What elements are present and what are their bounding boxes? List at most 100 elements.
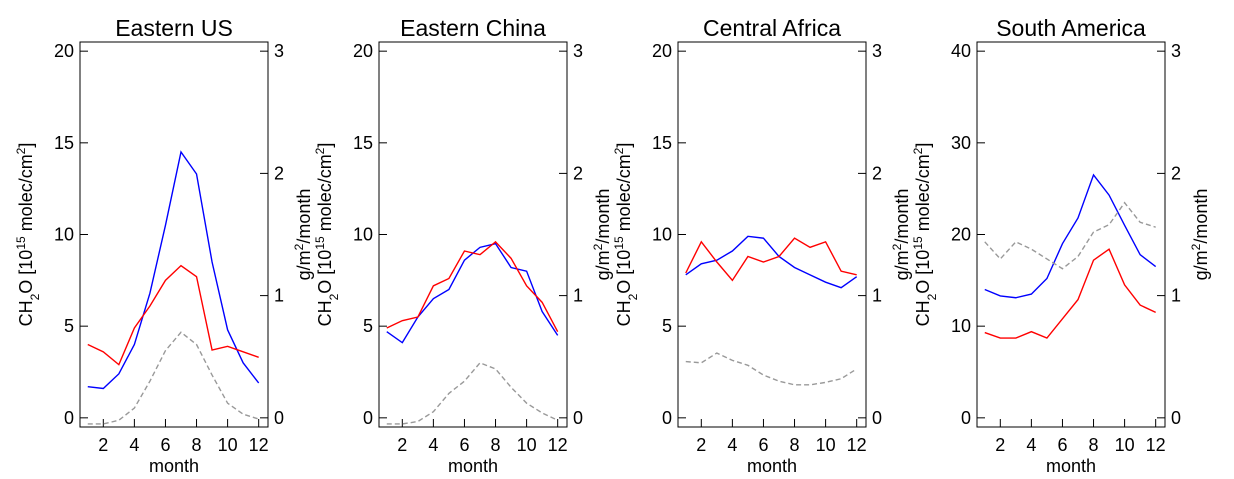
x-axis-label: month	[149, 456, 199, 476]
x-tick-label: 6	[758, 435, 768, 455]
y2-axis-label: g/m2/month	[1189, 189, 1211, 281]
x-tick-label: 12	[847, 435, 867, 455]
y2-tick-label: 3	[274, 41, 284, 61]
x-tick-label: 2	[98, 435, 108, 455]
label-part: g/m	[593, 250, 613, 280]
x-tick-label: 4	[727, 435, 737, 455]
x-tick-label: 8	[192, 435, 202, 455]
plot-frame	[677, 41, 867, 428]
label-part: g/m	[892, 250, 912, 280]
label-part: 2	[28, 293, 42, 300]
x-axis-label: month	[448, 456, 498, 476]
y-tick-label: 15	[353, 133, 373, 153]
series-line	[87, 150, 260, 390]
y2-axis-label: g/m2/month	[890, 189, 912, 281]
y2-tick-label: 1	[872, 286, 882, 306]
plot-frame	[79, 41, 269, 428]
x-axis-label: month	[1046, 456, 1096, 476]
label-part: 15	[612, 236, 626, 250]
y-tick-label: 15	[54, 133, 74, 153]
x-tick-label: 4	[428, 435, 438, 455]
y-tick-label: 40	[951, 41, 971, 61]
chart-title: South America	[996, 15, 1146, 41]
series-line	[386, 242, 559, 344]
label-part: 2	[327, 293, 341, 300]
y-axis-label: CH2O [1015 molec/cm2]	[313, 143, 341, 327]
x-tick-label: 8	[1089, 435, 1099, 455]
label-part: molec/cm	[16, 154, 36, 236]
series-line	[386, 240, 559, 332]
label-part: g/m	[1191, 250, 1211, 280]
y-tick-label: 0	[64, 408, 74, 428]
label-part: CH	[16, 300, 36, 326]
label-part: 2	[911, 147, 925, 154]
label-part: CH	[913, 300, 933, 326]
series-line	[386, 361, 558, 425]
series-line	[87, 264, 259, 366]
y-tick-label: 20	[951, 225, 971, 245]
y-tick-label: 5	[363, 316, 373, 336]
y2-tick-label: 0	[872, 408, 882, 428]
y2-axis-label: g/m2/month	[292, 189, 314, 281]
label-part: g/m	[294, 250, 314, 280]
label-part: O [10	[315, 250, 335, 294]
x-tick-label: 10	[1115, 435, 1135, 455]
y2-tick-label: 3	[872, 41, 882, 61]
label-part: O [10	[16, 250, 36, 294]
series-line	[984, 173, 1157, 299]
y2-tick-label: 0	[274, 408, 284, 428]
y2-tick-label: 2	[1171, 163, 1181, 183]
y2-tick-label: 0	[573, 408, 583, 428]
x-tick-label: 2	[995, 435, 1005, 455]
y2-tick-label: 2	[872, 163, 882, 183]
y2-axis-label: g/m2/month	[591, 189, 613, 281]
label-part: 2	[313, 147, 327, 154]
x-tick-label: 6	[459, 435, 469, 455]
label-part: ]	[16, 143, 36, 148]
label-part: ]	[315, 143, 335, 148]
label-part: CH	[614, 300, 634, 326]
y2-tick-label: 1	[274, 286, 284, 306]
y2-tick-label: 1	[1171, 286, 1181, 306]
x-tick-label: 4	[129, 435, 139, 455]
y-tick-label: 5	[662, 316, 672, 336]
label-part: molec/cm	[614, 154, 634, 236]
chart-title: Eastern China	[400, 15, 546, 41]
y-axis-label: CH2O [1015 molec/cm2]	[612, 143, 640, 327]
y-tick-label: 10	[353, 225, 373, 245]
label-part: molec/cm	[913, 154, 933, 236]
y-tick-label: 20	[353, 41, 373, 61]
label-part: O [10	[913, 250, 933, 294]
label-part: 15	[911, 236, 925, 250]
x-tick-label: 4	[1026, 435, 1036, 455]
series-line	[87, 331, 259, 425]
y2-tick-label: 2	[274, 163, 284, 183]
label-part: /month	[892, 189, 912, 244]
label-part: /month	[1191, 189, 1211, 244]
x-tick-label: 10	[517, 435, 537, 455]
label-part: 2	[14, 147, 28, 154]
series-line	[685, 235, 858, 289]
y-tick-label: 0	[961, 408, 971, 428]
x-tick-label: 2	[397, 435, 407, 455]
series-line	[984, 248, 1156, 339]
label-part: ]	[913, 143, 933, 148]
label-part: 2	[612, 147, 626, 154]
label-part: /month	[294, 189, 314, 244]
x-tick-label: 12	[548, 435, 568, 455]
y2-tick-label: 3	[573, 41, 583, 61]
chart-title: Central Africa	[703, 15, 841, 41]
y2-tick-label: 2	[573, 163, 583, 183]
label-part: O [10	[614, 250, 634, 294]
x-axis-label: month	[747, 456, 797, 476]
label-part: 2	[925, 293, 939, 300]
y-tick-label: 0	[363, 408, 373, 428]
x-tick-label: 6	[160, 435, 170, 455]
series-line	[984, 201, 1156, 270]
x-tick-label: 8	[790, 435, 800, 455]
label-part: CH	[315, 300, 335, 326]
label-part: molec/cm	[315, 154, 335, 236]
